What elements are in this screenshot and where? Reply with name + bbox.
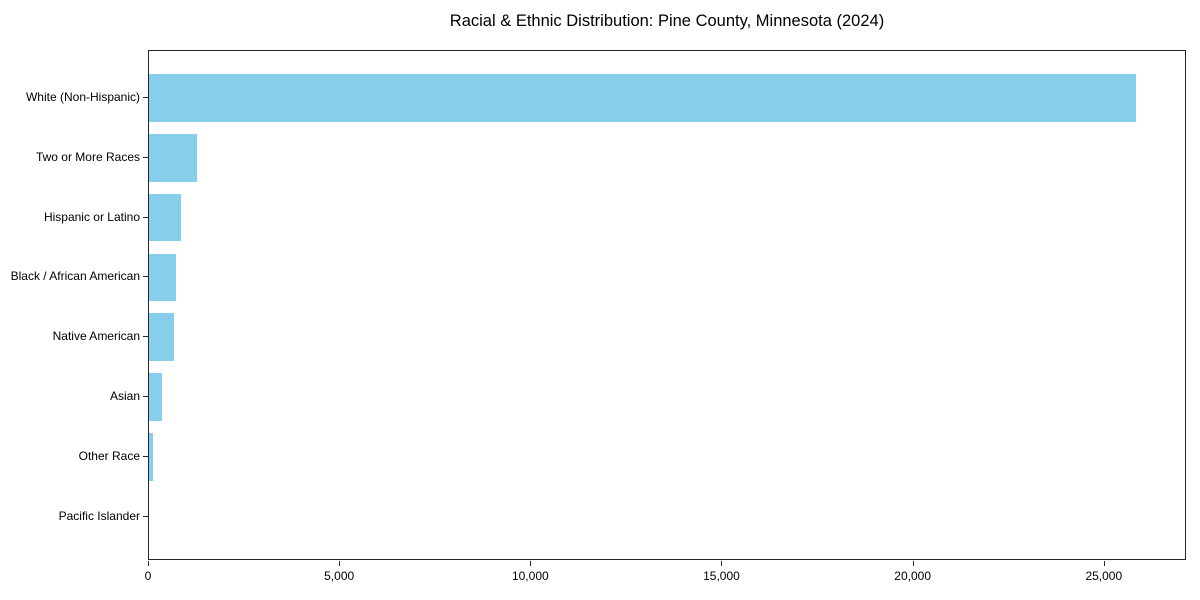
y-axis-label-2: Hispanic or Latino — [43, 209, 140, 224]
y-axis-tick-2 — [143, 216, 148, 218]
y-axis-label-5: Asian — [109, 389, 140, 403]
x-axis-tick-0 — [148, 561, 149, 566]
y-axis-label-1: Two or More Races — [35, 149, 140, 164]
y-axis-tick-5 — [143, 396, 148, 397]
chart-title: Racial & Ethnic Distribution: Pine Count… — [449, 12, 885, 30]
y-axis-tick-0 — [143, 97, 148, 98]
y-axis-label-4: Native American — [52, 329, 140, 344]
x-axis-tick-4 — [912, 561, 914, 566]
y-axis-tick-1 — [143, 156, 148, 158]
bar-3 — [149, 253, 176, 302]
x-axis-tick-label-4: 20,000 — [894, 569, 931, 583]
bar-5 — [149, 373, 162, 421]
bar-2 — [149, 193, 182, 242]
bar-4 — [149, 313, 175, 361]
y-axis-tick-7 — [143, 515, 148, 517]
y-axis-label-6: Other Race — [78, 448, 140, 463]
x-axis-tick-1 — [339, 561, 341, 566]
y-axis-label-7: Pacific Islander — [58, 508, 140, 523]
x-axis-tick-label-0: 0 — [144, 569, 152, 583]
bar-0 — [149, 74, 1136, 122]
x-axis-tick-label-2: 10,000 — [511, 569, 549, 583]
x-axis-tick-5 — [1103, 561, 1105, 566]
y-axis-label-0: White (Non-Hispanic) — [25, 90, 140, 104]
y-axis-tick-4 — [143, 336, 148, 338]
x-axis-tick-3 — [721, 561, 723, 566]
plot-area — [148, 50, 1186, 560]
y-axis-tick-6 — [143, 455, 148, 457]
y-axis-tick-3 — [143, 276, 148, 278]
x-axis-tick-label-1: 5,000 — [324, 569, 355, 583]
x-axis-tick-label-5: 25,000 — [1085, 569, 1123, 583]
x-axis-tick-label-3: 15,000 — [703, 569, 740, 583]
y-axis-label-3: Black / African American — [10, 269, 140, 284]
bar-6 — [149, 433, 153, 481]
x-axis-tick-2 — [530, 561, 532, 566]
bar-1 — [149, 134, 198, 182]
